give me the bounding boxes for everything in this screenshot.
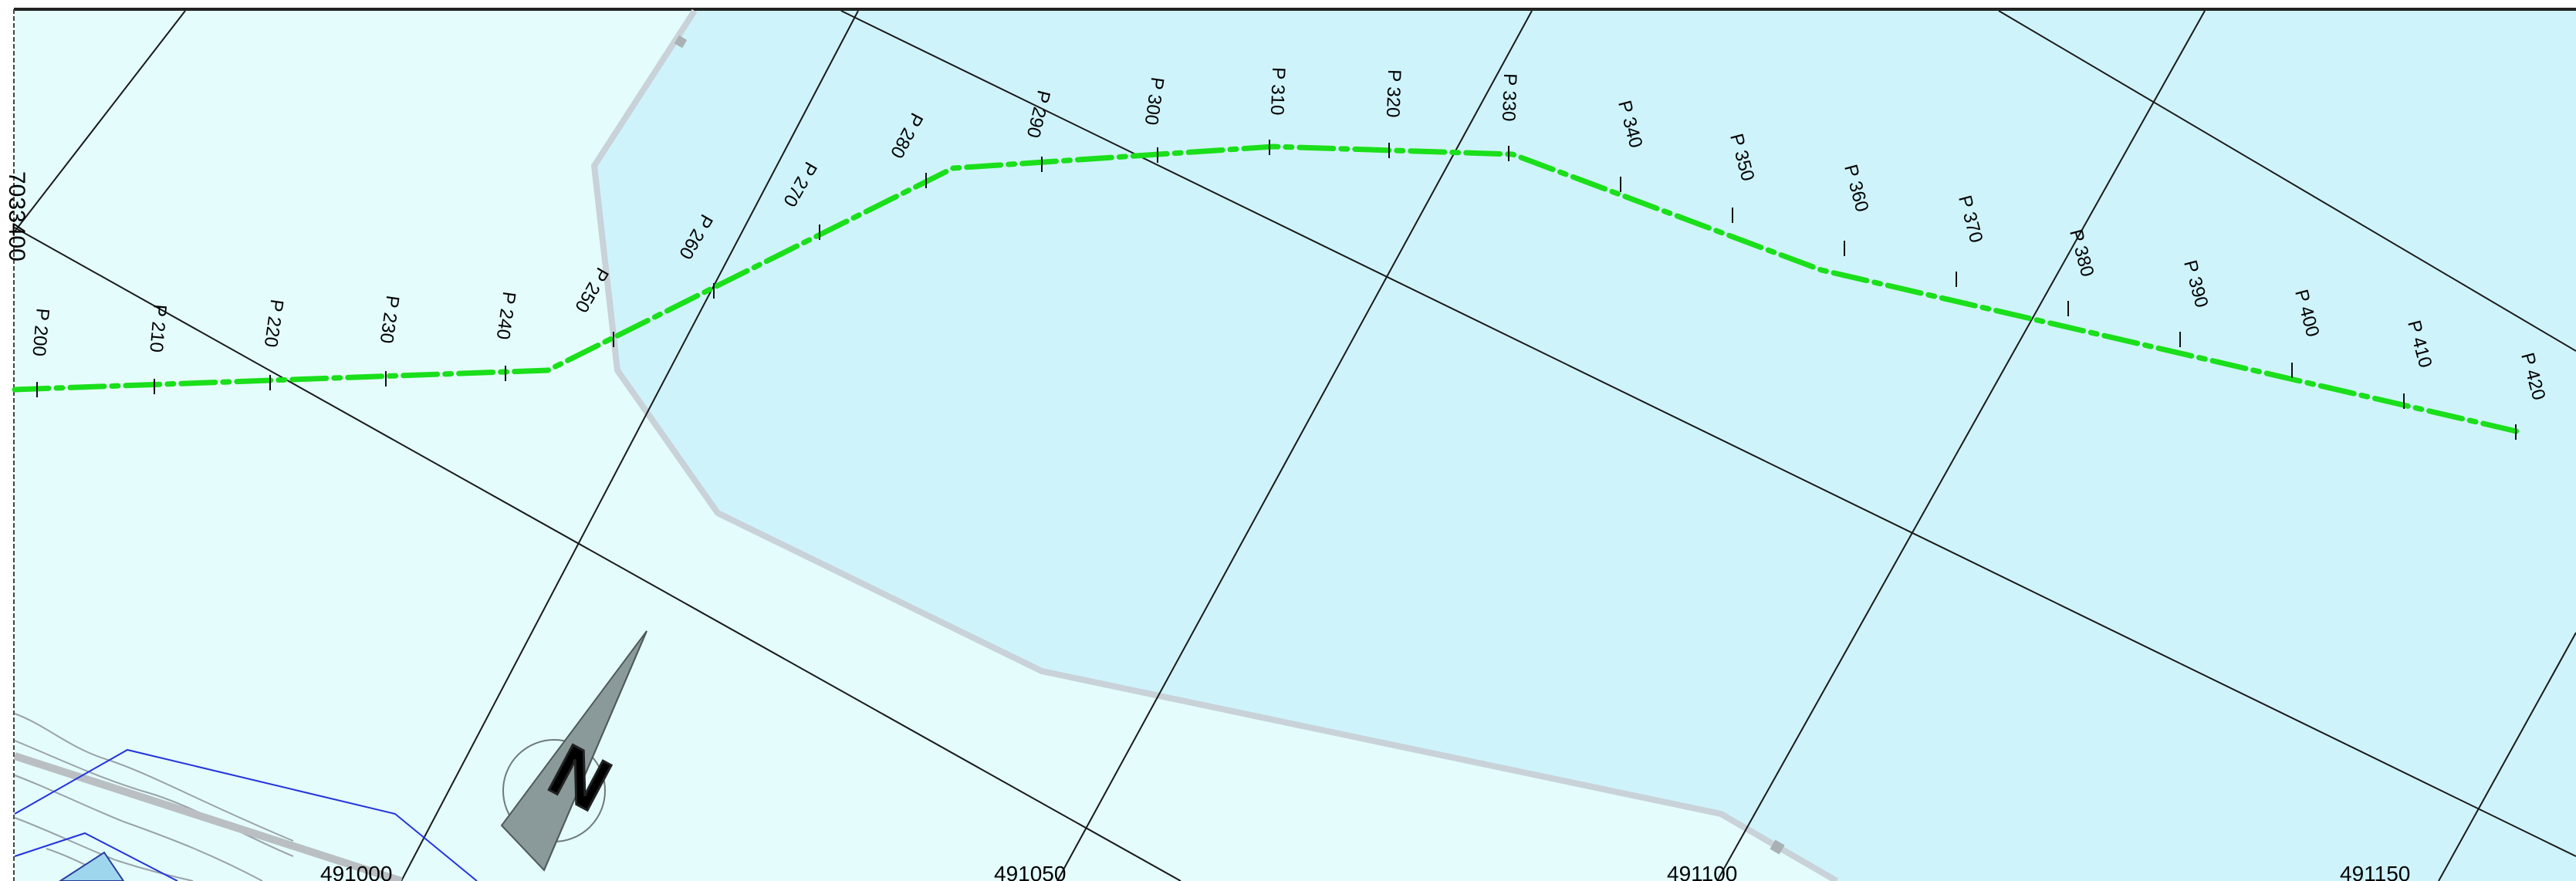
station-label: P 200 <box>28 307 52 356</box>
station-label: P 320 <box>1382 69 1405 118</box>
easting-label: 491150 <box>2340 862 2410 881</box>
grid-line <box>1998 10 2576 352</box>
shore-marker-top <box>674 35 688 49</box>
station-label: P 310 <box>1266 67 1289 116</box>
small-building <box>59 851 125 881</box>
grid-line <box>2438 632 2576 881</box>
grid-line <box>401 10 859 881</box>
grid-line <box>1056 10 1533 881</box>
shoreline <box>591 8 1839 881</box>
north-arrow-spine <box>543 630 647 871</box>
coordinate-grid <box>14 10 2576 881</box>
easting-label: 491000 <box>320 862 392 881</box>
water-area <box>594 11 2576 881</box>
contour-lines <box>14 713 294 881</box>
alignment-centerline <box>12 143 2523 435</box>
grid-line <box>2179 663 2576 857</box>
grid-line <box>1716 10 2206 881</box>
plot-boundary <box>14 748 478 881</box>
grid-line <box>14 10 186 232</box>
easting-labels: 491000 491050 491100 491150 <box>320 862 2410 881</box>
easting-label: 491050 <box>994 862 1066 881</box>
station-label: P 330 <box>1498 73 1520 122</box>
grid-line <box>14 227 1182 881</box>
easting-label: 491100 <box>1667 862 1737 881</box>
shore-marker-bottom <box>1770 839 1785 855</box>
plot-boundary <box>14 832 178 881</box>
grid-line <box>840 10 2181 664</box>
northing-label: 7033400 <box>4 171 29 262</box>
station-label: P 210 <box>145 303 170 353</box>
